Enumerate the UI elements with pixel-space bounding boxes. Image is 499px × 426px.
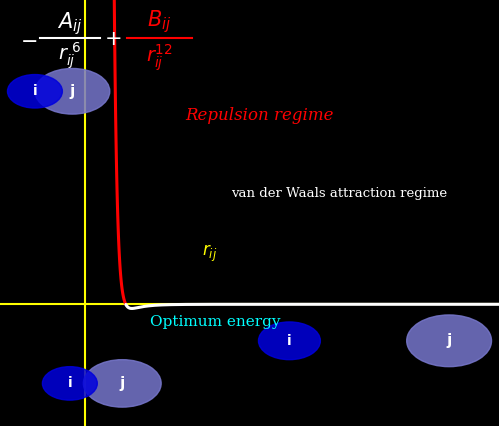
Text: Repulsion regime: Repulsion regime [185, 106, 334, 124]
Text: $r_{ij}^{12}$: $r_{ij}^{12}$ [146, 42, 173, 73]
Text: $A_{ij}$: $A_{ij}$ [57, 10, 83, 37]
Circle shape [35, 69, 110, 114]
Text: $+$: $+$ [104, 30, 121, 49]
Text: $r_{ij}$: $r_{ij}$ [202, 243, 217, 264]
Text: j: j [120, 376, 125, 391]
Text: i: i [32, 84, 37, 98]
Text: $B_{ij}$: $B_{ij}$ [148, 8, 172, 35]
Text: i: i [287, 334, 292, 348]
Circle shape [83, 360, 161, 407]
Circle shape [7, 75, 62, 108]
Text: Optimum energy: Optimum energy [150, 315, 280, 328]
Text: j: j [70, 84, 75, 99]
Text: van der Waals attraction regime: van der Waals attraction regime [231, 187, 448, 200]
Circle shape [407, 315, 492, 367]
Text: $r_{ij}^{\ 6}$: $r_{ij}^{\ 6}$ [58, 40, 81, 71]
Text: j: j [447, 333, 452, 348]
Circle shape [42, 367, 97, 400]
Text: i: i [67, 377, 72, 390]
Circle shape [258, 322, 320, 360]
Text: $-$: $-$ [20, 31, 37, 50]
